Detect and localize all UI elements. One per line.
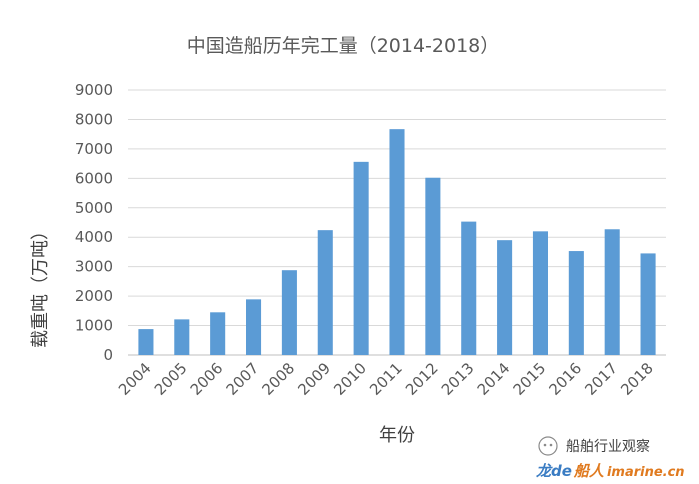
watermark-brand-prefix: 龙de [536, 462, 572, 480]
watermark: 船舶行业观察 龙de 船人 imarine.cn [536, 436, 685, 480]
y-tick-label: 9000 [75, 81, 113, 99]
x-tick-label: 2005 [151, 359, 191, 399]
watermark-brand-site: imarine.cn [607, 465, 685, 480]
x-tick-label: 2018 [617, 359, 657, 399]
bar-2013 [461, 221, 477, 355]
y-tick-label: 0 [103, 346, 113, 364]
bar-2014 [497, 240, 513, 355]
y-tick-labels: 0 1000 2000 3000 4000 5000 6000 7000 8000 9000 [75, 81, 113, 364]
x-tick-label: 2008 [258, 359, 298, 399]
x-tick-label: 2004 [115, 359, 155, 399]
y-tick-label: 7000 [75, 140, 113, 158]
bar-2018 [640, 253, 656, 355]
y-tick-label: 3000 [75, 258, 113, 276]
y-tick-label: 4000 [75, 228, 113, 246]
bar-2012 [425, 177, 441, 355]
watermark-brand: 龙de 船人 imarine.cn [536, 462, 685, 480]
x-tick-label: 2006 [187, 359, 227, 399]
x-tick-label: 2013 [438, 359, 478, 399]
x-tick-label: 2009 [294, 359, 334, 399]
watermark-brand-main: 船人 [573, 462, 605, 480]
bar-2004 [138, 329, 154, 355]
bars [138, 129, 656, 355]
y-tick-label: 8000 [75, 110, 113, 128]
y-tick-label: 5000 [75, 199, 113, 217]
x-tick-label: 2017 [581, 359, 621, 399]
bar-2015 [532, 231, 548, 355]
bar-2008 [281, 270, 297, 355]
y-axis-label: 载重吨（万吨） [30, 222, 51, 348]
bar-2010 [353, 161, 369, 355]
bar-2017 [604, 229, 620, 355]
y-tick-label: 2000 [75, 287, 113, 305]
x-tick-label: 2014 [474, 359, 514, 399]
bar-2005 [174, 319, 190, 355]
y-tick-label: 1000 [75, 317, 113, 335]
bar-2006 [210, 312, 226, 355]
x-tick-label: 2016 [545, 359, 585, 399]
x-tick-label: 2007 [223, 359, 263, 399]
x-tick-labels: 2004200520062007200820092010201120122013… [115, 359, 657, 399]
watermark-account-name: 船舶行业观察 [566, 438, 650, 455]
wechat-icon [538, 436, 558, 456]
bar-2011 [389, 129, 405, 355]
chart-title: 中国造船历年完工量（2014-2018） [187, 35, 500, 57]
x-tick-label: 2015 [510, 359, 550, 399]
bar-2007 [246, 299, 262, 355]
x-tick-label: 2011 [366, 359, 406, 399]
x-axis-label: 年份 [379, 425, 415, 446]
y-tick-label: 6000 [75, 169, 113, 187]
x-tick-label: 2010 [330, 359, 370, 399]
bar-2016 [568, 251, 584, 355]
bar-2009 [317, 230, 333, 355]
x-tick-label: 2012 [402, 359, 442, 399]
